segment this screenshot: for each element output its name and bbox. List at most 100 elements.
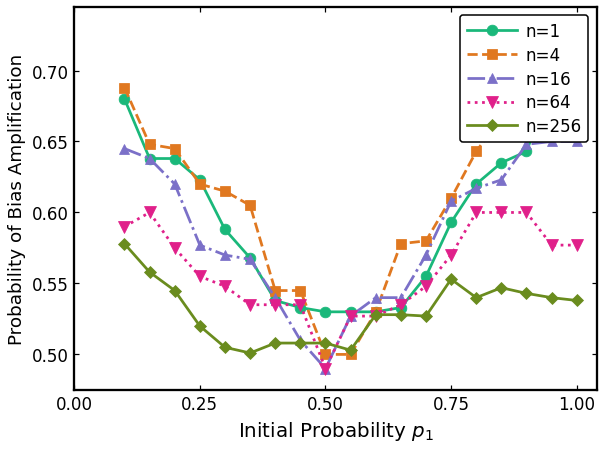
- n=4: [322, 352, 329, 357]
- n=64: [146, 210, 153, 216]
- n=16: [422, 253, 430, 258]
- n=256: [347, 348, 355, 353]
- n=16: [296, 338, 304, 343]
- n=1: [246, 256, 253, 261]
- n=4: [473, 149, 480, 155]
- n=256: [246, 351, 253, 356]
- n=16: [221, 253, 229, 258]
- n=256: [121, 242, 128, 247]
- n=1: [548, 83, 555, 88]
- n=256: [573, 298, 580, 303]
- n=1: [322, 310, 329, 315]
- n=16: [397, 295, 405, 301]
- n=4: [573, 52, 580, 57]
- n=1: [347, 310, 355, 315]
- n=64: [523, 210, 530, 216]
- n=4: [221, 189, 229, 194]
- n=1: [397, 305, 405, 310]
- Y-axis label: Probability of Bias Amplification: Probability of Bias Amplification: [8, 54, 25, 344]
- n=16: [498, 178, 505, 183]
- n=4: [272, 288, 279, 293]
- n=1: [221, 227, 229, 233]
- Line: n=16: n=16: [119, 137, 582, 374]
- n=64: [397, 302, 405, 308]
- n=1: [121, 97, 128, 103]
- n=16: [322, 366, 329, 372]
- n=1: [196, 178, 203, 183]
- n=256: [196, 324, 203, 329]
- n=64: [498, 210, 505, 216]
- n=64: [548, 243, 555, 248]
- n=16: [473, 186, 480, 192]
- n=64: [121, 225, 128, 230]
- Line: n=4: n=4: [119, 45, 582, 360]
- n=16: [171, 182, 178, 187]
- Line: n=256: n=256: [120, 239, 581, 358]
- n=4: [196, 182, 203, 187]
- n=1: [372, 310, 379, 315]
- X-axis label: Initial Probability $p_1$: Initial Probability $p_1$: [238, 419, 433, 442]
- n=256: [372, 312, 379, 318]
- n=256: [498, 285, 505, 291]
- n=64: [473, 210, 480, 216]
- n=4: [146, 142, 153, 148]
- n=16: [146, 157, 153, 162]
- n=256: [422, 314, 430, 319]
- n=16: [272, 295, 279, 301]
- n=1: [272, 298, 279, 303]
- Line: n=1: n=1: [119, 23, 582, 317]
- n=256: [272, 341, 279, 346]
- n=1: [523, 149, 530, 155]
- n=64: [573, 243, 580, 248]
- n=1: [422, 274, 430, 279]
- n=4: [448, 196, 455, 202]
- n=64: [171, 246, 178, 251]
- n=64: [448, 253, 455, 258]
- Line: n=64: n=64: [119, 207, 583, 375]
- n=256: [448, 277, 455, 282]
- n=16: [372, 295, 379, 301]
- n=4: [347, 352, 355, 357]
- n=4: [121, 86, 128, 91]
- n=16: [246, 257, 253, 262]
- n=256: [523, 291, 530, 297]
- n=256: [473, 295, 480, 301]
- n=4: [397, 242, 405, 247]
- n=64: [372, 314, 379, 319]
- n=256: [296, 341, 304, 346]
- n=4: [422, 238, 430, 244]
- n=256: [171, 288, 178, 293]
- n=1: [146, 157, 153, 162]
- n=4: [171, 147, 178, 152]
- n=64: [296, 302, 304, 308]
- n=1: [448, 220, 455, 225]
- n=4: [372, 310, 379, 315]
- n=64: [196, 274, 203, 279]
- n=256: [146, 270, 153, 275]
- n=1: [473, 182, 480, 187]
- n=1: [171, 157, 178, 162]
- n=16: [121, 147, 128, 152]
- n=64: [422, 284, 430, 289]
- n=64: [347, 314, 355, 319]
- n=4: [523, 93, 530, 98]
- n=4: [498, 115, 505, 121]
- n=256: [548, 295, 555, 301]
- n=64: [272, 302, 279, 308]
- n=16: [548, 140, 555, 145]
- n=16: [523, 142, 530, 148]
- n=256: [322, 341, 329, 346]
- n=256: [397, 312, 405, 318]
- n=16: [196, 243, 203, 248]
- n=4: [296, 288, 304, 293]
- n=64: [246, 302, 253, 308]
- n=16: [448, 199, 455, 204]
- Legend: n=1, n=4, n=16, n=64, n=256: n=1, n=4, n=16, n=64, n=256: [460, 16, 589, 143]
- n=1: [296, 305, 304, 310]
- n=1: [573, 26, 580, 32]
- n=16: [573, 140, 580, 145]
- n=16: [347, 314, 355, 319]
- n=64: [322, 366, 329, 372]
- n=4: [246, 203, 253, 209]
- n=1: [498, 161, 505, 166]
